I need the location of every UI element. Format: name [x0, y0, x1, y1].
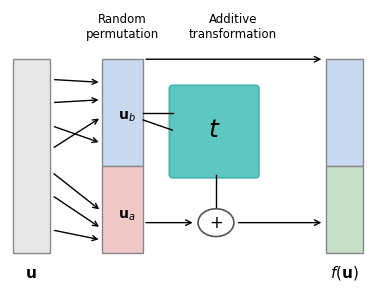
Bar [12, 59, 50, 253]
Bar [102, 166, 143, 253]
Text: $f(\mathbf{u})$: $f(\mathbf{u})$ [331, 264, 359, 282]
Circle shape [198, 209, 234, 237]
FancyBboxPatch shape [169, 85, 259, 178]
Text: $\mathbf{u}_b$: $\mathbf{u}_b$ [118, 110, 135, 124]
Text: $\mathbf{u}$: $\mathbf{u}$ [26, 266, 37, 281]
Bar [102, 59, 143, 166]
Text: $\mathbf{u}_a$: $\mathbf{u}_a$ [118, 208, 135, 223]
Text: Additive
transformation: Additive transformation [189, 13, 277, 41]
Text: $+$: $+$ [209, 214, 223, 232]
Text: Random
permutation: Random permutation [86, 13, 159, 41]
Text: $t$: $t$ [208, 118, 220, 142]
Bar [326, 166, 364, 253]
Bar [326, 59, 364, 166]
